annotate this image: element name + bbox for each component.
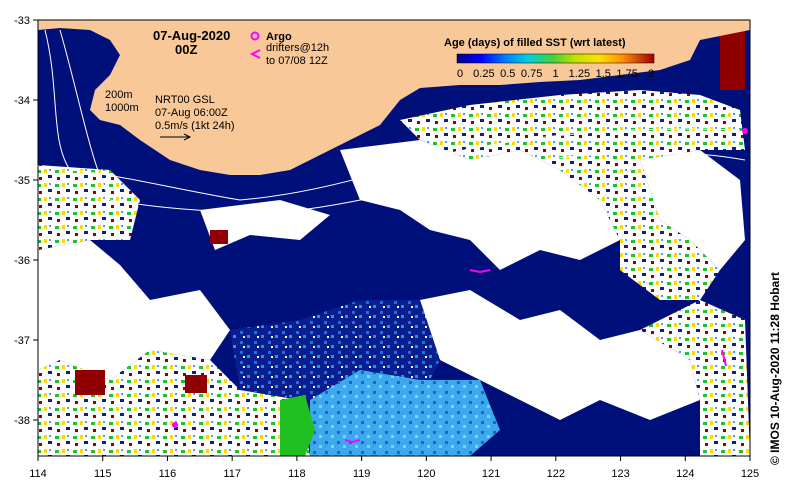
legend-tick-label: 1.75 (616, 68, 637, 80)
y-tick-label: -37 (14, 335, 30, 347)
vector-scale-arrow (160, 133, 192, 141)
y-tick-label: -34 (14, 95, 30, 107)
old-sst-patch (185, 375, 207, 393)
x-axis: 114 115 116 117 118 119 120 121 122 123 124 125 (29, 456, 759, 480)
contour-200m (44, 29, 741, 201)
drifter-track (721, 349, 727, 367)
cloud-region-west (38, 240, 230, 380)
green-age-patch (280, 395, 315, 456)
old-sst-patch (720, 30, 745, 90)
argo-float-marker (172, 422, 178, 428)
cloud-region-south (420, 290, 700, 420)
old-sst-patch (75, 370, 105, 395)
y-tick-label: -33 (14, 15, 30, 27)
x-tick-label: 119 (353, 468, 371, 480)
x-tick-label: 114 (29, 468, 47, 480)
y-tick-label: -36 (14, 255, 30, 267)
legend-tick-label: 1 (552, 68, 558, 80)
mixed-age-region-west (38, 165, 140, 250)
plot-frame (37, 19, 751, 457)
x-tick-label: 123 (611, 468, 629, 480)
cloud-region-inshore (200, 200, 330, 250)
vector-scale-label: 0.5m/s (1kt 24h) (155, 120, 234, 132)
mixed-age-region-east (600, 160, 720, 300)
x-tick-label: 124 (676, 468, 694, 480)
old-sst-patch (210, 230, 228, 244)
mixed-age-region-southeast (640, 300, 750, 456)
cloud-region-central (340, 140, 620, 270)
cloud-region-east (640, 150, 745, 270)
mixed-age-region-north (400, 90, 745, 200)
x-tick-label: 118 (288, 468, 306, 480)
x-tick-label: 122 (547, 468, 565, 480)
drifter-marker-icon (249, 49, 261, 59)
x-tick-label: 125 (741, 468, 759, 480)
product-time-label: 07-Aug 06:00Z (155, 107, 228, 119)
contour-200m-label: 200m (105, 89, 133, 101)
contour-1000m (59, 29, 746, 213)
legend-colorbar (456, 53, 655, 64)
y-tick-label: -35 (14, 175, 30, 187)
time-label: 00Z (175, 42, 197, 57)
y-axis: -33 -34 -35 -36 -37 -38 (14, 15, 38, 427)
x-tick-label: 115 (94, 468, 112, 480)
x-tick-label: 120 (417, 468, 435, 480)
argo-label: Argo (266, 31, 292, 43)
argo-float-marker (742, 128, 748, 134)
argo-marker-icon (250, 31, 260, 41)
y-tick-label: -38 (14, 415, 30, 427)
legend-title: Age (days) of filled SST (wrt latest) (444, 37, 626, 49)
drifters-range-label: to 07/08 12Z (266, 55, 328, 67)
x-tick-label: 121 (482, 468, 500, 480)
drifters-label: drifters@12h (266, 42, 329, 54)
x-tick-label: 117 (223, 468, 241, 480)
product-label: NRT00 GSL (155, 94, 215, 106)
drifter-track (469, 269, 491, 274)
drifter-track (344, 439, 361, 444)
legend-tick-label: 2 (648, 68, 654, 80)
legend-tick-label: 0.25 (473, 68, 494, 80)
legend-tick-label: 0.75 (521, 68, 542, 80)
legend-tick-label: 0 (457, 68, 463, 80)
legend-tick-label: 1.25 (569, 68, 590, 80)
contour-1000m-label: 1000m (105, 102, 139, 114)
argo-legend: Argo drifters@12h to 07/08 12Z (249, 31, 329, 67)
map-plot-area (38, 20, 750, 456)
mixed-age-region-southwest (38, 350, 310, 456)
legend-tick-label: 1.5 (596, 68, 611, 80)
recent-sst-region-south (310, 370, 500, 456)
x-tick-label: 116 (159, 468, 177, 480)
legend-tick-label: 0.5 (500, 68, 515, 80)
date-label: 07-Aug-2020 (153, 28, 230, 43)
credit-label: © IMOS 10-Aug-2020 11:28 Hobart (768, 272, 782, 465)
